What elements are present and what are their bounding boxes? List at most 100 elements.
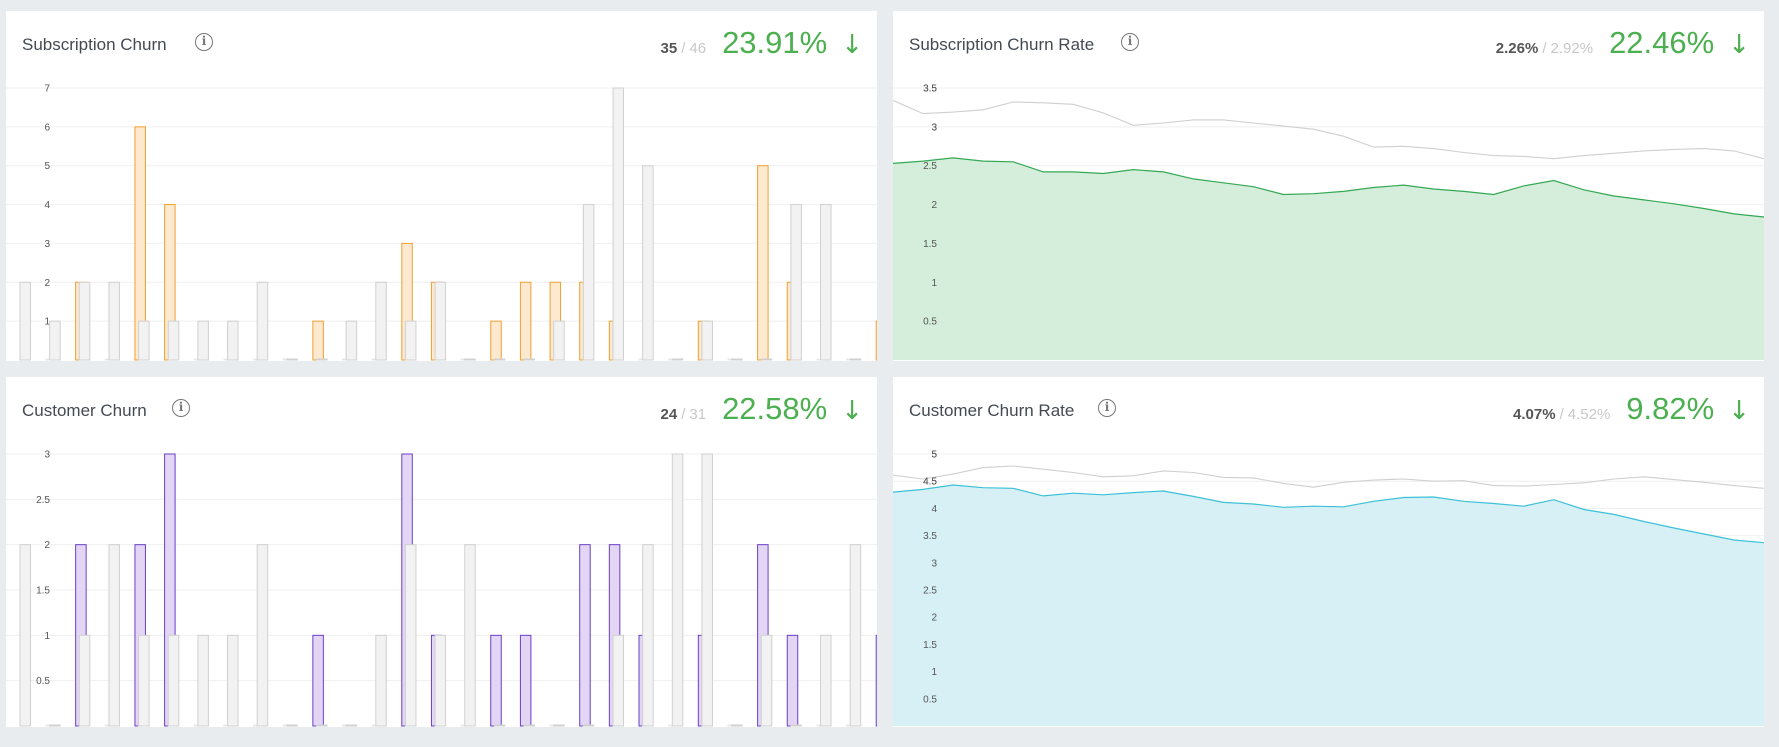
bar-previous: [523, 724, 536, 727]
stat-summary: 2.26% / 2.92% 22.46% ↓: [1496, 25, 1750, 61]
bar-previous: [138, 634, 150, 727]
bar-previous: [256, 281, 269, 361]
customer-churn-rate-chart: 0.511.522.533.544.550.511.522.533.544.55: [893, 450, 1764, 726]
y-tick-label: 4.5: [923, 477, 937, 488]
line-previous: [893, 99, 1764, 160]
y-tick-label: 7: [44, 84, 50, 95]
y-tick-label: 0.5: [923, 317, 937, 328]
bar-previous: [227, 634, 239, 727]
bar-current: [579, 544, 591, 727]
bar-previous: [345, 724, 358, 727]
customer-churn-card: 0.5 1 1.5 2 2.5 3 Customer Churn i 24 / 31 22…: [6, 377, 877, 727]
bar-previous: [167, 320, 180, 361]
y-tick-label: 3: [44, 239, 50, 250]
bar-previous: [404, 320, 417, 361]
bar-previous: [790, 204, 802, 361]
customer-churn-rate-card: 0.511.522.533.544.550.511.522.533.544.55…: [893, 377, 1764, 727]
y-tick-label: 3.5: [923, 531, 937, 542]
bar-previous: [493, 358, 506, 361]
bar-previous: [167, 634, 180, 727]
current-value: 24: [660, 406, 678, 423]
bar-previous: [612, 634, 624, 727]
y-tick-label: 0.5: [36, 676, 50, 687]
y-tick-label: 0.5: [923, 694, 937, 705]
bar-previous: [49, 320, 61, 361]
bar-previous: [790, 724, 802, 727]
bar-previous: [316, 724, 328, 727]
y-tick-label: 1: [931, 278, 937, 289]
info-icon[interactable]: i: [195, 33, 213, 51]
separator: /: [1542, 40, 1547, 57]
bar-previous: [434, 281, 447, 361]
bar-previous: [345, 320, 358, 361]
y-tick-label: 3: [931, 122, 937, 133]
card-title: Customer Churn Rate: [909, 401, 1075, 420]
bar-previous: [286, 358, 298, 361]
bar-previous: [642, 544, 654, 727]
bar-previous: [19, 544, 31, 727]
card-title: Customer Churn: [22, 401, 147, 420]
card-title: Subscription Churn: [22, 35, 167, 54]
info-icon[interactable]: i: [172, 399, 190, 417]
bar-previous: [612, 87, 624, 361]
subscription-churn-card: 1 2 3 4 5 6 7 Subscription Churn i 35 / 46 23.…: [6, 11, 877, 361]
y-tick-label: 5: [931, 450, 937, 461]
bar-previous: [820, 204, 832, 361]
bar-previous: [760, 634, 773, 727]
bar-current: [490, 634, 502, 727]
y-tick-label: 2.5: [923, 586, 937, 597]
bar-previous: [197, 320, 209, 361]
bar-current: [519, 634, 532, 727]
bar-previous: [464, 544, 476, 727]
bar-previous: [375, 281, 387, 361]
bar-previous: [434, 634, 447, 727]
area-current: [893, 485, 1764, 726]
bar-current: [875, 320, 877, 361]
area-current: [893, 157, 1764, 360]
y-tick-label: 5: [44, 161, 50, 172]
bar-previous: [286, 724, 298, 727]
bar-previous: [78, 634, 91, 727]
bar-previous: [316, 358, 328, 361]
subscription-churn-rate-chart: 0.511.522.533.50.511.522.533.5: [893, 84, 1764, 360]
arrow-down-icon: ↓: [841, 396, 863, 426]
bar-current: [875, 634, 877, 727]
bar-previous: [582, 204, 595, 361]
bar-previous: [671, 358, 684, 361]
bar-current: [312, 634, 324, 727]
bar-previous: [523, 358, 536, 361]
y-tick-label: 6: [44, 122, 50, 133]
info-icon[interactable]: i: [1121, 33, 1139, 51]
y-tick-label: 3: [44, 450, 50, 461]
bar-previous: [820, 634, 832, 727]
bar-previous: [464, 358, 476, 361]
y-tick-label: 2: [44, 278, 50, 289]
separator: /: [1559, 406, 1564, 423]
y-tick-label: 4.5: [923, 477, 937, 488]
y-tick-label: 5: [931, 450, 937, 461]
bar-previous: [731, 724, 743, 727]
customer-churn-chart: 0.5 1 1.5 2 2.5 3: [6, 450, 877, 727]
bar-previous: [553, 724, 565, 727]
previous-value: 31: [689, 406, 707, 423]
bar-current: [786, 634, 799, 727]
bar-previous: [642, 165, 654, 361]
y-tick-label: 1.5: [36, 586, 50, 597]
change-percent: 22.46%: [1609, 25, 1715, 60]
bar-previous: [582, 724, 595, 727]
y-tick-label: 1: [44, 631, 50, 642]
info-icon[interactable]: i: [1098, 399, 1116, 417]
y-tick-label: 4: [931, 504, 937, 515]
arrow-down-icon: ↓: [1728, 396, 1750, 426]
bar-previous: [701, 453, 713, 727]
bar-previous: [493, 724, 506, 727]
y-tick-label: 3: [931, 558, 937, 569]
bar-previous: [731, 358, 743, 361]
line-current: [893, 157, 1764, 218]
bar-previous: [108, 281, 120, 361]
bar-previous: [849, 544, 862, 727]
bar-current: [757, 165, 769, 361]
y-tick-label: 2: [931, 613, 937, 624]
current-value: 2.26%: [1495, 40, 1539, 57]
subscription-churn-chart: 1 2 3 4 5 6 7: [6, 84, 877, 361]
